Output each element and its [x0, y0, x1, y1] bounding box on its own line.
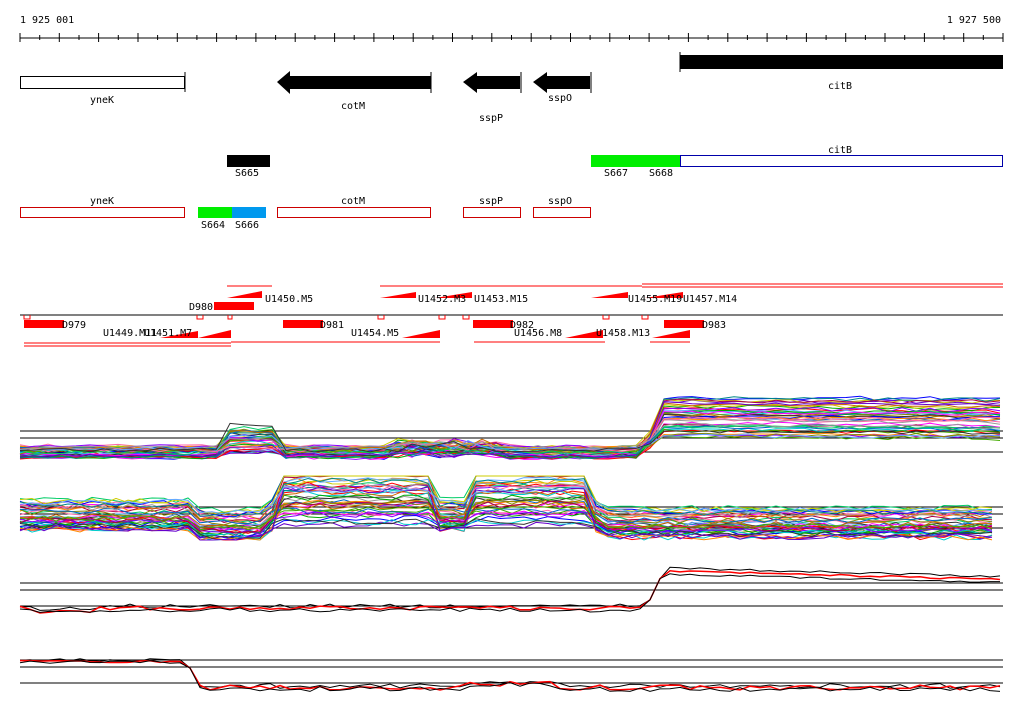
- expression-panel-2: [19, 475, 1003, 541]
- segment-S664[interactable]: [198, 207, 232, 218]
- expression-panel-3: [19, 566, 1003, 614]
- feature-U1449-label: U1449.M11: [103, 328, 157, 339]
- panel-2-series-line: [19, 501, 993, 534]
- citB-transcript-label: citB: [828, 145, 852, 156]
- panel-2-series-line: [19, 505, 993, 530]
- feature-D982-label: D982: [510, 320, 534, 331]
- panel-3-series-line: [19, 566, 1001, 611]
- feature-U1451-wedge-2[interactable]: [198, 330, 231, 338]
- citB-transcript-box[interactable]: [680, 155, 1003, 167]
- bsub-gene-track[interactable]: yneK cotM sspP sspO: [20, 196, 591, 218]
- segment-track[interactable]: S665 S667 S668 citB S664 S666: [198, 145, 1003, 231]
- coordinate-ruler: 1 925 001 1 927 500: [19, 15, 1004, 42]
- feature-U1451-label: U1451.M7: [144, 328, 192, 339]
- segment-S665-label: S665: [235, 168, 259, 179]
- bsub-gene-sspP-label: sspP: [479, 196, 503, 207]
- panel-2-series-line: [19, 486, 993, 515]
- panel-2-series-line: [19, 482, 993, 519]
- segment-S667[interactable]: [591, 155, 680, 167]
- panel-4-series-line: [20, 659, 1001, 691]
- panel-1-series-line: [19, 422, 1001, 453]
- panel-2-series-line: [19, 511, 993, 535]
- gene-yneK-label: yneK: [90, 95, 114, 106]
- bsub-gene-yneK[interactable]: [20, 207, 185, 218]
- transcript-feature-track[interactable]: D980 U1450.M5 U1452.M3 U1453.M15 U1455.M…: [20, 283, 1003, 347]
- panel-4-series-line: [19, 660, 1001, 692]
- panel-3-series-line: [19, 573, 1000, 613]
- bsub-gene-sspP[interactable]: [463, 207, 521, 218]
- panel-2-series-line: [19, 494, 993, 537]
- ruler-end-label: 1 927 500: [947, 15, 1001, 26]
- expression-panel-4: [19, 658, 1003, 692]
- gene-sspO-arrow[interactable]: [533, 72, 590, 93]
- feature-U1456-label: U1456.M8: [514, 328, 562, 339]
- panel-2-series-line: [19, 477, 993, 517]
- segment-S667-label: S667: [604, 168, 628, 179]
- feature-D979-label: D979: [62, 320, 86, 331]
- feature-D980-block[interactable]: [214, 302, 254, 310]
- segment-S668-label: S668: [649, 168, 673, 179]
- feature-U1450-label: U1450.M5: [265, 294, 313, 305]
- feature-D983-label: D983: [702, 320, 726, 331]
- expression-panel-1: [19, 395, 1003, 461]
- feature-U1455-label: U1455.M19: [628, 294, 682, 305]
- ruler-ticks: [19, 33, 1004, 42]
- panel-1-series-line: [19, 410, 1001, 460]
- bsub-gene-yneK-label: yneK: [90, 196, 114, 207]
- feature-U1453-label: U1453.M15: [474, 294, 528, 305]
- feature-U1454-label: U1454.M5: [351, 328, 399, 339]
- panel-2-series-line: [19, 521, 993, 541]
- gene-cotM-arrow[interactable]: [277, 71, 431, 94]
- panel-2-series-line: [20, 476, 993, 529]
- feature-U1451-wedge[interactable]: [160, 331, 198, 338]
- feature-D982-block[interactable]: [473, 320, 513, 328]
- panel-2-series-line: [19, 514, 993, 539]
- feature-U1457-label: U1457.M14: [683, 294, 737, 305]
- segment-S666-label: S666: [235, 220, 259, 231]
- feature-U1457-wedge[interactable]: [645, 292, 683, 298]
- feature-D983-block[interactable]: [664, 320, 704, 328]
- segment-S665[interactable]: [227, 155, 270, 167]
- panel-1-series-line: [19, 422, 1001, 450]
- bsub-gene-sspO-label: sspO: [548, 196, 572, 207]
- panel-1-series-line: [19, 401, 1001, 458]
- panel-1-series-line: [19, 396, 1001, 460]
- panel-2-series-line: [19, 475, 993, 515]
- annotation-track[interactable]: yneK cotM sspP sspO citB: [20, 52, 1004, 124]
- gene-citB-label: citB: [828, 81, 852, 92]
- gene-cotM-label: cotM: [341, 101, 365, 112]
- feature-U1452-label: U1452.M3: [418, 294, 466, 305]
- bsub-gene-cotM[interactable]: [277, 207, 431, 218]
- gene-citB-bar[interactable]: [680, 55, 1003, 69]
- bsub-gene-cotM-label: cotM: [341, 196, 365, 207]
- segment-S666[interactable]: [232, 207, 266, 218]
- panel-1-series-line: [19, 418, 1001, 449]
- segment-S664-label: S664: [201, 220, 225, 231]
- gene-yneK[interactable]: [20, 76, 185, 89]
- feature-D980-label: D980: [189, 302, 213, 313]
- gene-sspO-label: sspO: [548, 93, 572, 104]
- panel-2-series-line: [19, 507, 993, 525]
- gene-sspP-arrow[interactable]: [463, 72, 520, 93]
- panel-2-series-line: [19, 518, 993, 540]
- bsub-gene-sspO[interactable]: [533, 207, 591, 218]
- feature-U1452-wedge[interactable]: [380, 292, 416, 298]
- panel-3-series-line: [19, 570, 1001, 614]
- feature-U1454-wedge[interactable]: [402, 330, 440, 338]
- feature-U1452-wedge-2[interactable]: [435, 292, 472, 298]
- feature-U1458-label: U1458.M13: [596, 328, 650, 339]
- feature-U1456-wedge[interactable]: [565, 330, 603, 338]
- feature-D979-block[interactable]: [24, 320, 64, 328]
- ruler-start-label: 1 925 001: [20, 15, 74, 26]
- feature-connector: [23, 315, 649, 320]
- feature-D981-block[interactable]: [283, 320, 323, 328]
- gene-sspP-label: sspP: [479, 113, 503, 124]
- panel-2-series-line: [19, 486, 993, 541]
- feature-U1455-wedge[interactable]: [591, 292, 628, 298]
- feature-U1450-wedge[interactable]: [227, 291, 262, 298]
- feature-D981-label: D981: [320, 320, 344, 331]
- feature-U1458-wedge[interactable]: [652, 330, 690, 338]
